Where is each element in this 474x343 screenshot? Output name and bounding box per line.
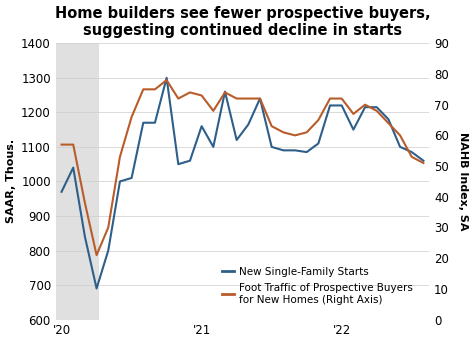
Y-axis label: NAHB Index, SA: NAHB Index, SA bbox=[458, 132, 468, 231]
Y-axis label: SAAR, Thous.: SAAR, Thous. bbox=[6, 139, 16, 224]
Legend: New Single-Family Starts, Foot Traffic of Prospective Buyers
for New Homes (Righ: New Single-Family Starts, Foot Traffic o… bbox=[218, 263, 417, 309]
Title: Home builders see fewer prospective buyers,
suggesting continued decline in star: Home builders see fewer prospective buye… bbox=[55, 5, 430, 38]
Bar bbox=[56, 43, 99, 320]
